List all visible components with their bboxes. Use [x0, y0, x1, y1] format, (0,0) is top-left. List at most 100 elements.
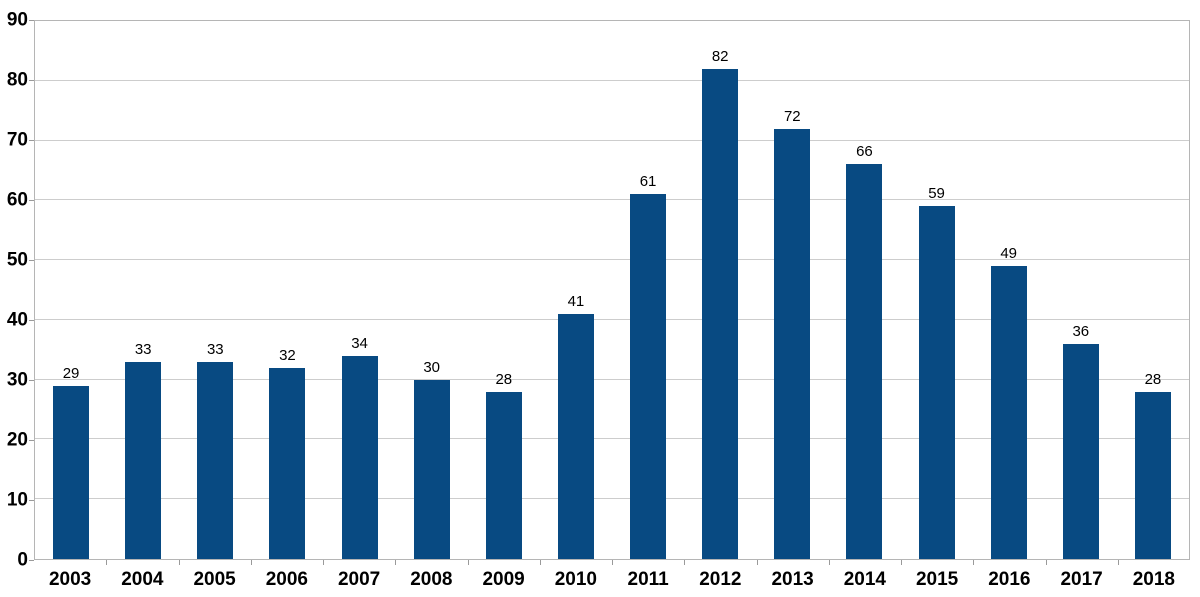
x-axis-tick: [395, 560, 397, 565]
bar-slot: 34: [324, 21, 396, 559]
y-tick-label: 10: [6, 489, 28, 511]
x-axis-tick: [973, 560, 975, 565]
bar-value-label: 72: [783, 107, 801, 125]
bar: [846, 164, 883, 559]
bar: [269, 367, 306, 559]
x-tick-label: 2010: [554, 569, 598, 590]
bar-value-label: 36: [1072, 322, 1090, 340]
bar: [341, 355, 378, 559]
y-tick-label: 50: [6, 249, 28, 271]
bar: [702, 68, 739, 559]
x-tick-label: 2004: [121, 569, 164, 590]
x-axis-tick: [323, 560, 324, 565]
bar-slot: 59: [901, 21, 973, 559]
gridline: [35, 318, 1189, 320]
y-tick-label: 60: [6, 189, 28, 211]
x-tick-label: 2003: [48, 569, 92, 590]
gridline: [35, 199, 1189, 201]
bar: [485, 391, 522, 559]
gridline: [35, 139, 1189, 141]
bar-value-label: 32: [279, 346, 296, 364]
bar-slot: 30: [396, 21, 468, 559]
x-tick-label: 2018: [1132, 569, 1176, 590]
y-axis-tick: [29, 80, 34, 81]
bar: [557, 313, 594, 559]
x-axis-tick: [467, 560, 469, 565]
bar: [774, 128, 811, 559]
bar-slot: 72: [756, 21, 828, 559]
y-axis-tick: [29, 560, 34, 561]
y-tick-label: 70: [6, 129, 28, 151]
x-axis-tick: [612, 560, 613, 565]
x-axis-tick: [901, 560, 902, 565]
x-tick-label: 2008: [410, 569, 453, 590]
bar-value-label: 33: [206, 340, 224, 358]
y-tick-label: 30: [6, 369, 28, 391]
bar-slot: 29: [35, 21, 107, 559]
bar-slot: 33: [179, 21, 251, 559]
bar-value-label: 34: [351, 334, 368, 352]
bar-value-label: 28: [1144, 370, 1162, 388]
x-axis: 2003 2004 2005 2006 2007 2008 2009 2010 2011 2012…: [34, 565, 1190, 595]
gridline: [35, 259, 1189, 261]
bar-value-label: 59: [928, 185, 945, 203]
bar-value-label: 66: [856, 143, 873, 161]
x-tick-label: 2014: [843, 569, 887, 590]
y-axis-tick: [29, 380, 34, 381]
x-tick-label: 2005: [193, 569, 236, 590]
x-tick-label: 2006: [265, 569, 309, 590]
bar: [630, 194, 667, 559]
bar-slot: 36: [1045, 21, 1117, 559]
bar-value-label: 49: [1000, 245, 1018, 263]
y-axis-tick: [29, 20, 34, 21]
bar-slot: 28: [468, 21, 540, 559]
x-tick-label: 2015: [915, 569, 959, 590]
x-tick-label: 2012: [699, 569, 742, 590]
bar-slot: 61: [612, 21, 684, 559]
y-tick-label: 0: [17, 549, 28, 571]
bar-slot: 33: [107, 21, 179, 559]
x-tick-label: 2017: [1060, 569, 1103, 590]
bar-value-label: 61: [639, 173, 657, 191]
bar: [197, 361, 234, 559]
x-axis-tick: [1117, 560, 1119, 565]
y-axis: 0 10 20 30 40 50 60 70 80 90: [0, 11, 28, 570]
bar-value-label: 29: [62, 364, 80, 382]
bar: [413, 379, 450, 559]
bar-slot: 28: [1117, 21, 1189, 559]
y-tick-label: 40: [6, 309, 28, 331]
x-axis-tick: [1045, 560, 1047, 565]
gridline: [35, 79, 1189, 81]
bar-value-label: 30: [423, 358, 441, 376]
bar: [1134, 391, 1171, 559]
y-axis-tick: [29, 140, 34, 141]
y-axis-tick: [29, 200, 34, 201]
x-axis-tick: [250, 560, 252, 565]
x-axis-tick: [106, 560, 108, 565]
x-axis-tick: [539, 560, 541, 565]
plot-area: 29 33 33 32 34 30 28 41 61 82 72 66 59 49 36 28: [34, 20, 1190, 560]
x-axis-tick: [684, 560, 686, 565]
bar-value-label: 41: [567, 292, 585, 310]
y-tick-label: 20: [6, 429, 28, 451]
x-tick-label: 2011: [627, 569, 669, 590]
bar-value-label: 33: [134, 340, 152, 358]
bar-slot: 49: [973, 21, 1045, 559]
bar-slot: 66: [828, 21, 900, 559]
y-tick-label: 90: [6, 9, 28, 31]
gridline: [35, 438, 1189, 440]
x-tick-label: 2009: [482, 569, 525, 590]
bar: [1062, 343, 1099, 559]
bar: [125, 361, 162, 559]
y-axis-tick: [29, 500, 34, 501]
bar: [918, 206, 955, 559]
y-tick-label: 80: [6, 69, 28, 91]
y-axis-tick: [29, 320, 34, 321]
bar: [990, 266, 1027, 559]
x-tick-label: 2013: [771, 569, 814, 590]
bar-value-label: 82: [711, 47, 729, 65]
x-axis-tick: [828, 560, 830, 565]
bar-slot: 82: [684, 21, 756, 559]
y-axis-tick: [29, 440, 34, 441]
